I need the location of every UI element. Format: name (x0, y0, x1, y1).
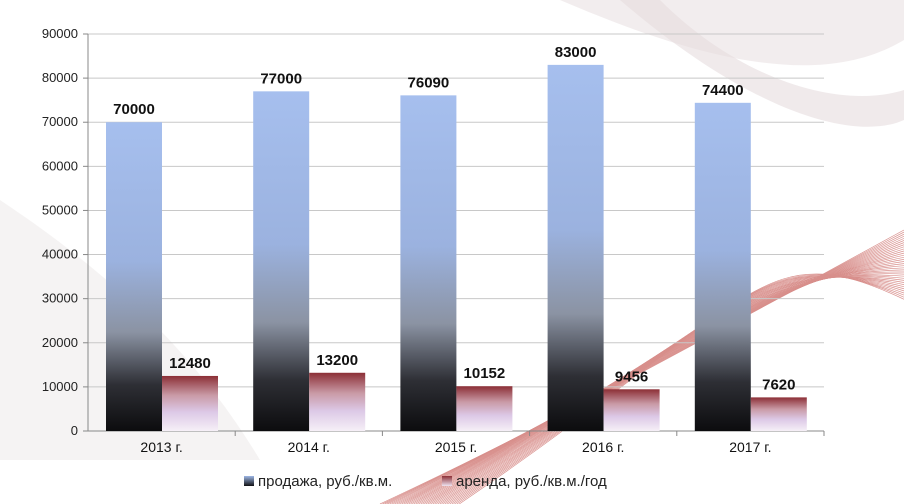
data-label-sale: 74400 (702, 82, 744, 99)
bar-sale (400, 95, 457, 432)
decor-line (451, 275, 904, 504)
y-tick-label: 80000 (42, 70, 78, 85)
x-tick-label: 2015 г. (435, 439, 477, 455)
decor-line (389, 238, 904, 504)
decor-line (401, 248, 904, 504)
x-tick-label: 2016 г. (582, 439, 624, 455)
decor-line (403, 250, 904, 504)
data-label-sale: 83000 (555, 44, 597, 61)
decor-line (408, 254, 904, 504)
y-tick-label: 30000 (42, 291, 78, 306)
x-tick-label: 2014 г. (288, 439, 330, 455)
decor-line (456, 274, 904, 504)
legend-label-sale: продажа, руб./кв.м. (258, 473, 392, 490)
bar-sale (106, 122, 162, 431)
decor-line (454, 275, 904, 504)
bar-rent (750, 397, 807, 431)
decor-line (384, 233, 904, 504)
y-tick-label: 40000 (42, 247, 78, 262)
bar-rent (162, 375, 218, 431)
y-tick-label: 90000 (42, 26, 78, 41)
legend: продажа, руб./кв.м. аренда, руб./кв.м./г… (244, 473, 607, 490)
y-tick-label: 20000 (42, 335, 78, 350)
decor-line (411, 256, 904, 504)
bar-rent (456, 386, 513, 431)
data-label-rent: 10152 (464, 365, 506, 382)
decor-line (444, 276, 904, 504)
data-label-rent: 7620 (762, 376, 795, 393)
bars-group (106, 64, 807, 432)
bar-rent (309, 372, 366, 431)
decor-line (449, 276, 904, 504)
x-tick-label: 2017 г. (729, 439, 771, 455)
x-axis: 2013 г. 2014 г. 2015 г. 2016 г. 2017 г. (140, 431, 825, 455)
data-label-rent: 12480 (169, 355, 211, 372)
y-tick-label: 50000 (42, 202, 78, 217)
data-labels: 70000 12480 77000 13200 76090 10152 83000 9456 7… (113, 44, 795, 394)
y-tick-label: 0 (71, 423, 78, 438)
bar-sale (253, 91, 310, 431)
bar-sale (547, 64, 604, 431)
data-label-sale: 76090 (408, 74, 450, 91)
decor-line (420, 265, 904, 504)
y-axis: 0 10000 20000 30000 40000 50000 60000 70000 8000… (42, 26, 89, 438)
legend-swatch-rent (442, 476, 452, 486)
decor-line (459, 273, 904, 504)
y-tick-label: 70000 (42, 114, 78, 129)
decor-line (391, 240, 904, 504)
decor-line (406, 252, 904, 504)
legend-label-rent: аренда, руб./кв.м./год (456, 473, 607, 490)
y-tick-label: 60000 (42, 158, 78, 173)
decor-line (387, 235, 904, 504)
legend-swatch-sale (244, 476, 254, 486)
decor-line (413, 259, 904, 504)
bar-sale (694, 102, 751, 432)
bar-rent (603, 389, 660, 431)
data-label-rent: 13200 (316, 352, 358, 369)
data-label-sale: 70000 (113, 101, 155, 118)
data-label-rent: 9456 (615, 368, 648, 385)
decor-line (394, 242, 904, 504)
y-tick-label: 10000 (42, 379, 78, 394)
decor-line (447, 276, 904, 504)
data-label-sale: 77000 (260, 70, 302, 87)
x-tick-label: 2013 г. (140, 439, 182, 455)
decor-line (379, 229, 904, 504)
